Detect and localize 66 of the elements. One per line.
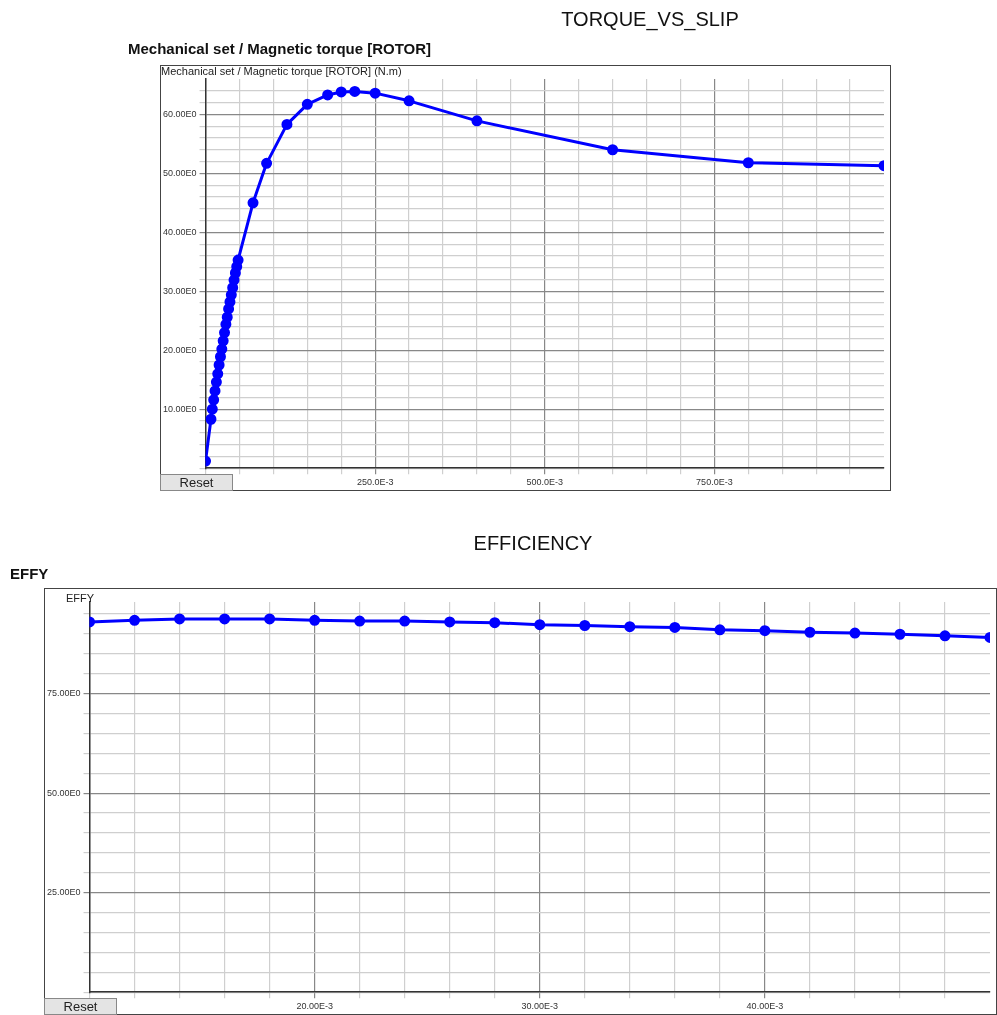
point (471, 115, 483, 127)
point (264, 613, 276, 625)
point (894, 628, 906, 640)
point (216, 343, 228, 355)
point (208, 394, 220, 406)
point (369, 87, 381, 99)
point (607, 144, 619, 156)
x-tick-label: 40.00E-3 (746, 1001, 784, 1012)
point (534, 619, 546, 631)
reset-button: Reset (44, 998, 117, 1015)
y-tick-label: 60.00E0 (163, 108, 197, 119)
y-tick-label: 20.00E0 (163, 344, 197, 355)
point (714, 624, 726, 636)
y-tick-label: 30.00E0 (163, 285, 197, 296)
x-tick-label: 250.0E-3 (356, 477, 394, 488)
point (210, 376, 222, 388)
point (742, 157, 754, 169)
point (489, 617, 501, 629)
point (219, 613, 231, 625)
point (221, 311, 233, 323)
point (759, 625, 771, 637)
annotation: EFFY (66, 591, 95, 604)
point (354, 615, 366, 627)
x-tick-label: 500.0E-3 (526, 477, 564, 488)
point (335, 86, 347, 98)
y-tick-label: 10.00E0 (163, 403, 197, 414)
point (579, 619, 591, 631)
y-axis-title: EFFY (10, 565, 49, 582)
point (849, 627, 861, 639)
point (281, 118, 293, 130)
point (206, 403, 218, 415)
point (403, 95, 415, 107)
point (261, 157, 273, 169)
point (804, 626, 816, 638)
y-tick-label: 40.00E0 (163, 226, 197, 237)
point (174, 613, 186, 625)
point (217, 335, 229, 347)
point (232, 254, 244, 266)
point (214, 351, 226, 363)
reset-button: Reset (160, 474, 233, 491)
y-tick-label: 50.00E0 (47, 787, 81, 798)
x-tick-label: 750.0E-3 (696, 477, 733, 488)
point (444, 616, 456, 628)
y-tick-label: 25.00E0 (47, 887, 81, 898)
y-tick-label: 75.00E0 (47, 688, 81, 699)
point (322, 89, 334, 101)
text: Mechanical set / Magnetic torque [ROTOR] (N.m) (161, 64, 402, 77)
point (247, 197, 259, 209)
point (624, 621, 636, 633)
y-tick-label: 50.00E0 (163, 167, 197, 178)
point (939, 630, 951, 642)
x-tick-label: 20.00E-3 (296, 1001, 333, 1012)
point (205, 413, 217, 425)
chart-title: EFFICIENCY (473, 532, 593, 555)
x-tick-label: 30.00E-3 (521, 1001, 559, 1012)
point (349, 85, 361, 97)
y-axis-title: Mechanical set / Magnetic torque [ROTOR] (128, 40, 432, 57)
point (212, 368, 224, 380)
point (669, 621, 681, 633)
point (399, 615, 411, 627)
point (219, 327, 231, 339)
point (309, 614, 321, 626)
point (209, 385, 221, 397)
chart-title: TORQUE_VS_SLIP (561, 8, 739, 31)
point (301, 98, 313, 110)
point (129, 614, 141, 626)
